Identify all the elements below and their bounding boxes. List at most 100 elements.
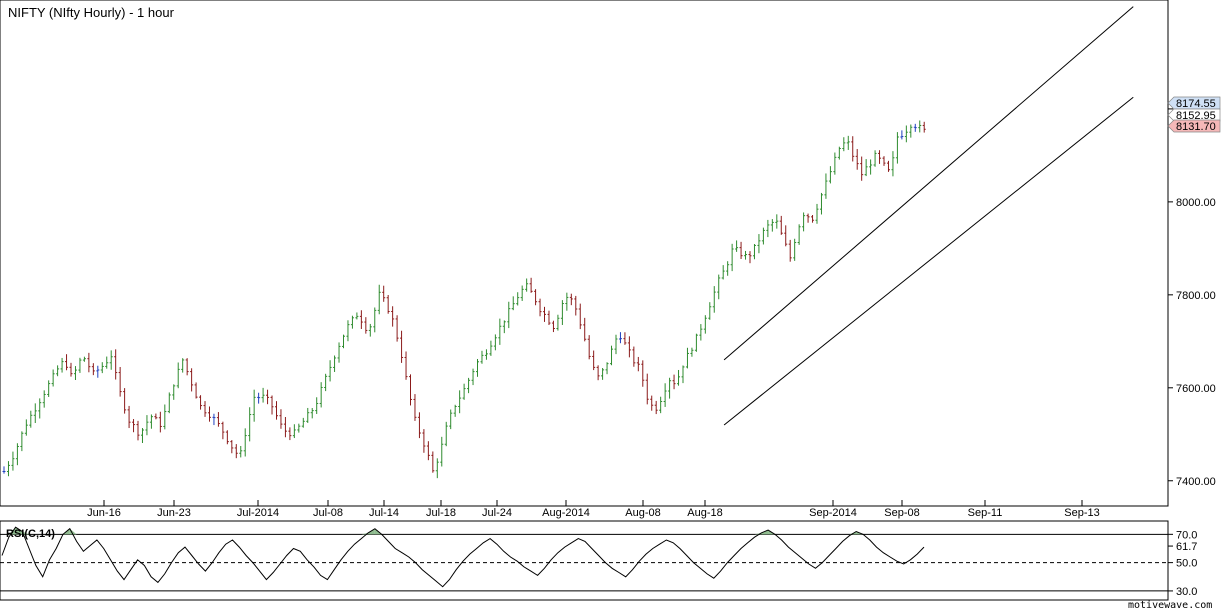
ohlc-bar	[815, 203, 819, 224]
rsi-line	[1, 526, 925, 588]
ohlc-bar	[453, 404, 457, 417]
ohlc-bar	[520, 285, 524, 301]
ohlc-bar	[458, 390, 462, 414]
ohlc-bar	[33, 403, 37, 423]
ohlc-bar	[663, 383, 667, 407]
ohlc-bar	[882, 156, 886, 166]
ohlc-bar	[301, 417, 305, 428]
ohlc-bar	[91, 363, 95, 376]
date-tick-labels: Jun-16 Jun-23 Jul-2014 Jul-08 Jul-14 Jul-18 Ju…	[87, 500, 1100, 519]
ohlc-bar	[243, 428, 247, 457]
ohlc-bar	[502, 320, 506, 334]
date-tick-label: Jul-08	[313, 507, 343, 519]
ohlc-bar	[47, 380, 51, 397]
ohlc-bar	[627, 336, 631, 358]
ohlc-bar	[793, 238, 797, 261]
ohlc-bar	[127, 405, 131, 429]
ohlc-bar	[748, 251, 752, 264]
ohlc-bar	[551, 320, 555, 333]
price-tag-label: 8174.55	[1176, 98, 1216, 110]
ohlc-bar	[449, 409, 453, 430]
date-tick-label: Aug-18	[687, 507, 722, 519]
ohlc-bar	[368, 323, 372, 337]
time-axis[interactable]: Jun-16 Jun-23 Jul-2014 Jul-08 Jul-14 Jul-18 Ju…	[87, 500, 1100, 519]
ohlc-bar	[315, 397, 319, 414]
date-tick-label: Jun-23	[157, 507, 191, 519]
date-tick-label: Jul-2014	[237, 507, 279, 519]
ohlc-bar	[234, 444, 238, 459]
rsi-tick-label: 30.0	[1176, 586, 1197, 598]
ohlc-bar	[636, 356, 640, 372]
ohlc-bar	[212, 413, 216, 426]
rsi-overbought-fill	[8, 527, 863, 535]
ohlc-bar	[266, 389, 270, 405]
ohlc-bar	[864, 159, 868, 177]
rsi-fill-segment	[15, 527, 23, 535]
ohlc-bar	[190, 368, 194, 392]
ohlc-bar	[784, 225, 788, 247]
ohlc-bar	[292, 424, 296, 439]
ohlc-bar	[100, 362, 104, 374]
ohlc-bar	[708, 302, 712, 320]
ohlc-bar	[677, 369, 681, 386]
ohlc-bar	[140, 428, 144, 444]
date-tick-label: Sep-08	[884, 507, 919, 519]
price-tag: 8131.70	[1167, 119, 1221, 133]
ohlc-bar	[909, 124, 913, 138]
ohlc-bar	[596, 365, 600, 381]
ohlc-bar	[744, 250, 748, 260]
ohlc-bar	[779, 215, 783, 235]
ohlc-bar	[194, 382, 198, 399]
ohlc-bar	[641, 360, 645, 387]
ohlc-bar	[306, 407, 310, 423]
watermark: motivewave.com	[1128, 600, 1212, 611]
ohlc-bar	[770, 219, 774, 232]
ohlc-bar	[735, 240, 739, 252]
ohlc-bar	[373, 307, 377, 333]
ohlc-bar	[560, 300, 564, 325]
ohlc-bar	[20, 431, 24, 452]
ohlc-bar	[681, 365, 685, 384]
ohlc-bar	[837, 146, 841, 160]
ohlc-bar	[900, 130, 904, 140]
ohlc-bar	[618, 332, 622, 344]
channel-line	[723, 96, 1134, 426]
ohlc-bar	[73, 366, 77, 381]
ohlc-bar	[833, 152, 837, 175]
rsi-panel[interactable]: RSI(C,14) 70.061.7 50.0 30.0	[0, 520, 1197, 601]
price-panel[interactable]: NIFTY (NIfty Hourly) - 1 hour	[0, 0, 1169, 507]
ohlc-bar	[860, 156, 864, 181]
ohlc-bar	[668, 377, 672, 399]
ohlc-bar	[105, 356, 109, 369]
ohlc-bar	[163, 404, 167, 430]
ohlc-bar	[185, 358, 189, 376]
ohlc-bar	[409, 374, 413, 406]
ohlc-bar	[29, 410, 33, 428]
ohlc-bar	[207, 406, 211, 422]
ohlc-bar	[377, 284, 381, 315]
ohlc-bar	[283, 416, 287, 438]
ohlc-bar	[578, 303, 582, 330]
ohlc-bar	[346, 320, 350, 342]
ohlc-bar	[614, 334, 618, 355]
ohlc-bar	[413, 394, 417, 421]
ohlc-bar	[230, 440, 234, 454]
ohlc-bar	[440, 436, 444, 467]
ohlc-bar	[511, 296, 515, 311]
ohlc-bar	[534, 289, 538, 306]
ohlc-bar	[426, 441, 430, 461]
ohlc-bar	[574, 295, 578, 316]
price-tick-label: 7400.00	[1176, 476, 1216, 488]
price-tag-label: 8152.95	[1176, 110, 1216, 122]
ohlc-bar	[583, 317, 587, 342]
ohlc-bar	[2, 466, 6, 474]
ohlc-bar	[476, 358, 480, 377]
ohlc-bar	[109, 350, 113, 370]
ohlc-bar	[69, 362, 73, 377]
ohlc-bar	[752, 244, 756, 260]
ohlc-bar	[659, 396, 663, 414]
ohlc-bar	[391, 306, 395, 327]
rsi-plot-border	[0, 520, 1169, 601]
ohlc-bar	[730, 243, 734, 272]
